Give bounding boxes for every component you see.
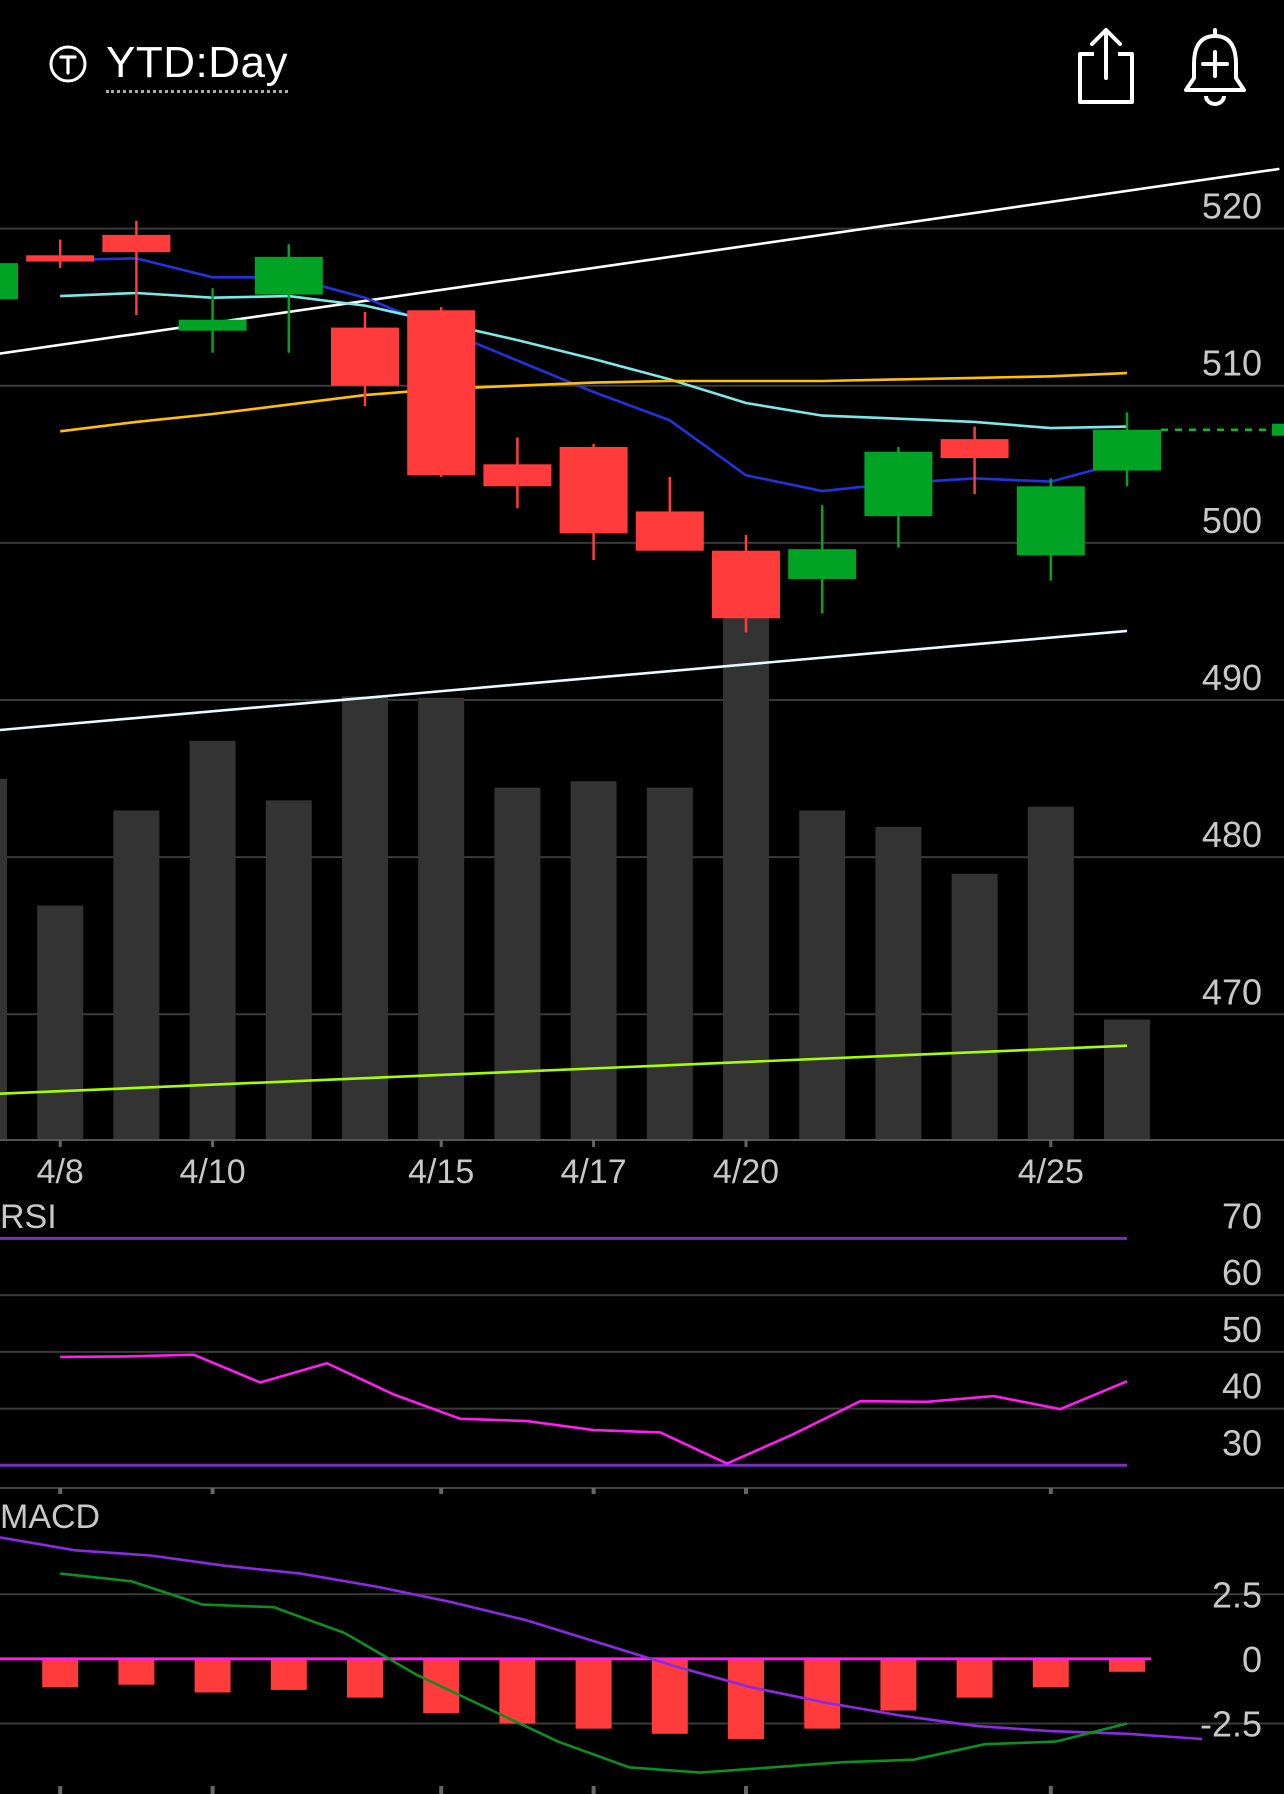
price-tick-label: 490	[1202, 657, 1262, 698]
macd-histogram-bar	[1032, 1658, 1069, 1688]
trend-line	[0, 629, 1128, 732]
bell-plus-icon[interactable]	[1180, 26, 1250, 106]
volume-bar	[1027, 806, 1074, 1140]
macd-histogram-bar	[880, 1658, 917, 1711]
macd-title: MACD	[0, 1498, 100, 1536]
price-tick-label: 480	[1202, 814, 1262, 855]
candle-body	[407, 310, 476, 476]
macd-histogram-bar	[499, 1658, 536, 1724]
x-tick-label: 4/17	[561, 1153, 627, 1191]
rsi-tick-label: 60	[1222, 1252, 1262, 1293]
price-tick-label: 510	[1202, 343, 1262, 384]
candle-body	[635, 511, 704, 551]
candle-body	[102, 234, 171, 253]
price-tick-label: 470	[1202, 971, 1262, 1012]
x-tick-label: 4/10	[180, 1153, 246, 1191]
candle-body	[26, 255, 95, 262]
candle-body	[712, 550, 780, 619]
macd-tick-label: -2.5	[1200, 1703, 1262, 1744]
candle-body	[254, 256, 323, 295]
rsi-tick-label: 40	[1222, 1366, 1262, 1407]
macd-line	[60, 1572, 1128, 1774]
volume-bar	[875, 826, 922, 1140]
volume-bar	[0, 778, 7, 1140]
rsi-tick-label: 30	[1222, 1422, 1262, 1463]
last-price-marker	[1272, 423, 1284, 436]
volume-bar	[342, 696, 388, 1140]
volume-bar	[494, 787, 541, 1140]
rsi-tick-label: 70	[1222, 1195, 1262, 1236]
moving-average-line	[60, 291, 1128, 430]
volume-bar	[646, 787, 693, 1140]
price-tick-label: 520	[1202, 186, 1262, 227]
macd-histogram-bar	[728, 1658, 764, 1739]
price-tick-label: 500	[1202, 500, 1262, 541]
trend-line	[0, 1044, 1128, 1096]
macd-tick-label: 2.5	[1212, 1574, 1262, 1615]
volume-bar	[189, 740, 236, 1140]
x-tick-label: 4/15	[408, 1153, 474, 1191]
rsi-title: RSI	[0, 1198, 57, 1236]
volume-bar	[418, 697, 465, 1140]
macd-histogram-bar	[347, 1658, 383, 1698]
volume-bar	[265, 800, 312, 1140]
volume-bar	[799, 810, 846, 1140]
macd-histogram-bar	[956, 1658, 993, 1698]
macd-histogram-bar	[1109, 1658, 1145, 1672]
candle-body	[788, 549, 857, 579]
rsi-line	[60, 1353, 1128, 1466]
candle-body	[178, 319, 247, 331]
candle-body	[559, 447, 628, 534]
macd-histogram-bar	[651, 1658, 688, 1734]
macd-histogram-bar	[42, 1658, 79, 1688]
volume-bar	[570, 781, 617, 1140]
candle-body	[940, 439, 1009, 458]
macd-histogram-bar	[270, 1658, 307, 1690]
candle-body	[864, 451, 933, 517]
volume-bar	[951, 873, 998, 1140]
macd-tick-label: 0	[1242, 1639, 1262, 1680]
macd-signal-line	[0, 1536, 1203, 1741]
candle-body	[331, 327, 399, 386]
macd-histogram-bar	[804, 1658, 841, 1729]
x-tick-label: 4/25	[1018, 1153, 1084, 1191]
circled-t-icon	[49, 45, 87, 83]
timeframe-selector[interactable]: YTD:Day	[106, 38, 288, 93]
volume-bar	[113, 810, 160, 1140]
moving-average-line	[60, 257, 1128, 493]
macd-histogram-bar	[118, 1658, 155, 1685]
candle-body	[483, 464, 552, 487]
moving-average-line	[60, 371, 1128, 433]
candle-body	[0, 263, 18, 300]
macd-histogram-bar	[575, 1658, 612, 1729]
x-tick-label: 4/20	[713, 1153, 779, 1191]
candle-body	[1093, 429, 1161, 471]
candle-body	[1016, 486, 1085, 556]
macd-histogram-bar	[194, 1658, 231, 1693]
x-tick-label: 4/8	[37, 1153, 84, 1191]
share-icon[interactable]	[1076, 26, 1136, 106]
top-bar: YTD:Day	[0, 0, 1284, 130]
volume-bar	[1104, 1019, 1150, 1140]
volume-bar	[723, 595, 769, 1140]
volume-bar	[37, 905, 84, 1140]
rsi-tick-label: 50	[1222, 1309, 1262, 1350]
